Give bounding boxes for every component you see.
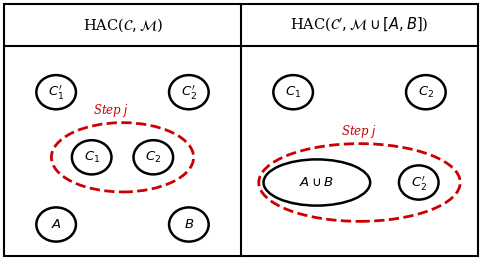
Text: HAC($\mathcal{C}^{\prime}, \mathcal{M} \cup [A, B]$): HAC($\mathcal{C}^{\prime}, \mathcal{M} \…	[290, 16, 428, 34]
Ellipse shape	[36, 207, 76, 242]
Text: $A$: $A$	[51, 218, 62, 231]
Ellipse shape	[169, 207, 209, 242]
Text: $C_2$: $C_2$	[418, 85, 434, 100]
Text: $C_1$: $C_1$	[285, 85, 301, 100]
Text: $C_1$: $C_1$	[83, 150, 100, 165]
Text: $C_2'$: $C_2'$	[411, 173, 427, 192]
Text: $C_2$: $C_2$	[145, 150, 161, 165]
Ellipse shape	[52, 123, 194, 192]
Text: $A \cup B$: $A \cup B$	[299, 176, 335, 189]
Ellipse shape	[406, 75, 446, 109]
Text: $C_2'$: $C_2'$	[181, 83, 197, 101]
Text: $B$: $B$	[184, 218, 194, 231]
Ellipse shape	[273, 75, 313, 109]
Ellipse shape	[264, 159, 370, 206]
Text: $C_1'$: $C_1'$	[48, 83, 64, 101]
Text: Step $j$: Step $j$	[341, 123, 377, 140]
Ellipse shape	[36, 75, 76, 109]
Ellipse shape	[259, 144, 460, 221]
Text: Step $j$: Step $j$	[93, 102, 129, 119]
Ellipse shape	[169, 75, 209, 109]
Ellipse shape	[134, 140, 173, 174]
Ellipse shape	[72, 140, 111, 174]
Ellipse shape	[399, 165, 439, 200]
Text: HAC($\mathcal{C}, \mathcal{M}$): HAC($\mathcal{C}, \mathcal{M}$)	[82, 16, 162, 34]
